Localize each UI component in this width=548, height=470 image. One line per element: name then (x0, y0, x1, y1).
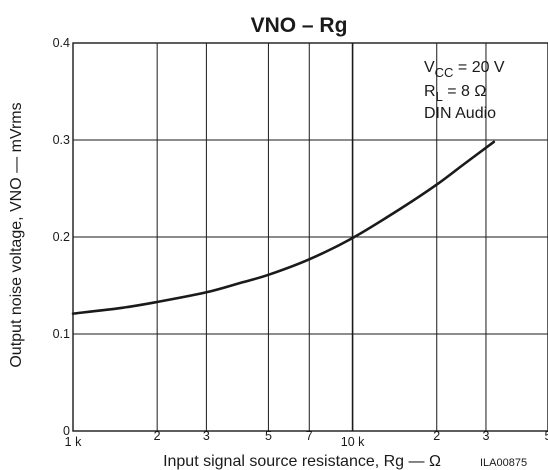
y-tick-label: 0.1 (53, 327, 70, 341)
x-tick-label: 3 (482, 429, 489, 443)
plot-frame (72, 42, 548, 432)
conditions-annotation: VCC = 20 V RL = 8 Ω DIN Audio (424, 59, 505, 122)
x-tick-label: 1 k (65, 435, 82, 449)
y-axis-label: Output noise voltage, VNO — mVrms (8, 102, 25, 367)
x-tick-labels: 1 k 2 3 5 7 10 k 2 3 5 (65, 429, 548, 449)
y-tick-label: 0.4 (53, 36, 70, 50)
vcc-condition: VCC = 20 V (424, 59, 505, 80)
x-tick-label: 7 (306, 429, 313, 443)
rl-main: R (424, 83, 436, 100)
vcc-rest: = 20 V (453, 59, 504, 76)
vcc-sub: CC (435, 65, 454, 80)
x-tick-label: 2 (433, 429, 440, 443)
rl-sub: L (436, 89, 443, 104)
figure-code: ILA00875 (480, 457, 527, 469)
rl-condition: RL = 8 Ω (424, 83, 486, 104)
x-axis-label: Input signal source resistance, Rg — Ω (163, 453, 441, 470)
series-line (71, 140, 496, 315)
y-tick-labels: 0 0.1 0.2 0.3 0.4 (53, 36, 70, 438)
y-tick-label: 0.3 (53, 133, 70, 147)
curve-layer (71, 140, 496, 315)
vcc-main: V (424, 59, 435, 76)
mode-condition: DIN Audio (424, 105, 496, 122)
x-tick-label: 10 k (341, 435, 365, 449)
y-tick-label: 0 (63, 424, 70, 438)
y-tick-label: 0.2 (53, 230, 70, 244)
chart-title: VNO – Rg (251, 14, 348, 37)
grid-lines (73, 43, 548, 431)
x-tick-label: 3 (203, 429, 210, 443)
x-tick-label: 2 (154, 429, 161, 443)
rl-rest: = 8 Ω (443, 83, 487, 100)
x-tick-label: 5 (545, 429, 548, 443)
x-tick-label: 5 (265, 429, 272, 443)
